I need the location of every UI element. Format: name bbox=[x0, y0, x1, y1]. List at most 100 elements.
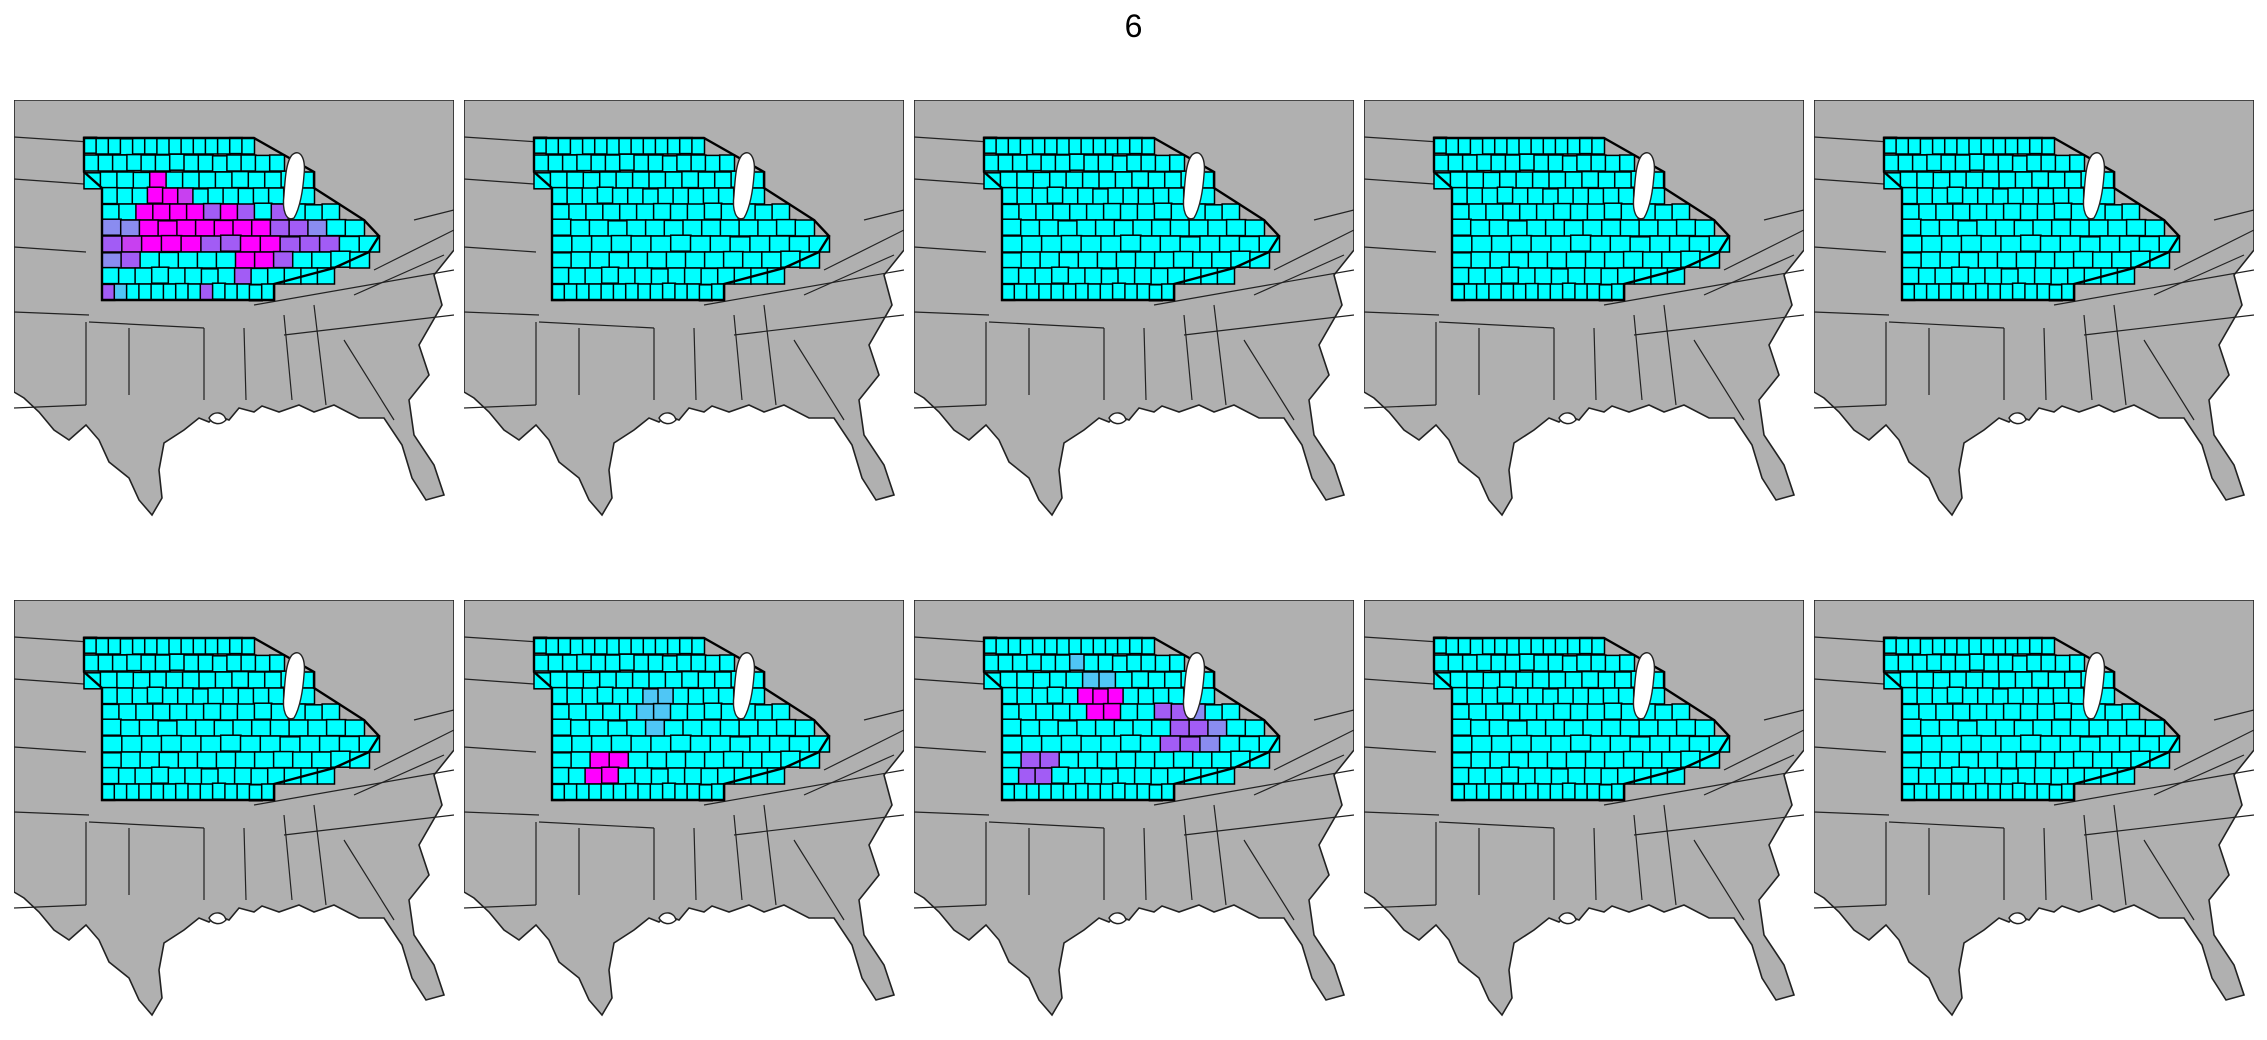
county-6-12 bbox=[338, 235, 361, 254]
county-0-13 bbox=[691, 137, 706, 155]
county-3-5 bbox=[626, 187, 645, 205]
county-1-10 bbox=[226, 654, 243, 672]
county-0-5 bbox=[1493, 637, 1509, 655]
county-6-0 bbox=[101, 735, 124, 753]
county-3-11 bbox=[1617, 187, 1635, 205]
county-5-7 bbox=[682, 219, 703, 237]
county-7-7 bbox=[234, 751, 256, 769]
county-3-6 bbox=[1092, 188, 1110, 206]
county-5-9 bbox=[2069, 719, 2091, 737]
county-9-0 bbox=[1001, 783, 1016, 802]
lake-michigan bbox=[1182, 652, 1206, 720]
county-8-4 bbox=[1067, 767, 1087, 785]
county-7-10 bbox=[1641, 251, 1664, 269]
county-2-6 bbox=[181, 171, 201, 189]
county-2-2 bbox=[1016, 671, 1035, 689]
county-7-1 bbox=[1020, 251, 1042, 269]
county-8-1 bbox=[567, 267, 587, 285]
state-border bbox=[914, 246, 987, 253]
county-6-9 bbox=[1179, 236, 1202, 254]
county-1-6 bbox=[1068, 153, 1086, 171]
county-9-8 bbox=[1549, 783, 1564, 801]
county-7-9 bbox=[1172, 250, 1194, 269]
county-4-12 bbox=[1654, 204, 1674, 222]
county-1-1 bbox=[97, 654, 114, 672]
county-0-9 bbox=[192, 137, 207, 155]
county-6-10 bbox=[749, 735, 771, 753]
county-0-13 bbox=[691, 637, 706, 655]
county-8-3 bbox=[150, 266, 170, 284]
county-0-7 bbox=[1068, 637, 1083, 655]
county-2-9 bbox=[681, 670, 700, 689]
county-3-1 bbox=[1916, 687, 1934, 705]
county-9-4 bbox=[1050, 283, 1065, 301]
county-9-13 bbox=[1160, 783, 1176, 801]
county-0-1 bbox=[995, 137, 1010, 155]
county-3-0 bbox=[1901, 686, 1919, 705]
county-5-0 bbox=[101, 718, 122, 736]
county-0-10 bbox=[654, 637, 669, 655]
county-0-7 bbox=[168, 137, 183, 155]
gulf-inlet bbox=[2008, 412, 2027, 425]
county-4-13 bbox=[771, 703, 791, 721]
county-2-7 bbox=[198, 671, 217, 689]
county-5-7 bbox=[2032, 719, 2053, 737]
county-8-4 bbox=[1517, 767, 1537, 785]
county-9-3 bbox=[1038, 283, 1053, 301]
county-3-11 bbox=[267, 687, 285, 705]
county-6-6 bbox=[669, 734, 692, 752]
county-1-9 bbox=[1561, 655, 1579, 673]
county-6-7 bbox=[239, 735, 262, 753]
county-0-2 bbox=[557, 637, 572, 655]
state-border bbox=[1438, 821, 1555, 829]
county-2-2 bbox=[116, 171, 135, 189]
county-5-4 bbox=[1976, 219, 1997, 237]
state-border bbox=[1814, 311, 1890, 316]
state-border bbox=[1183, 314, 1354, 336]
county-4-13 bbox=[771, 203, 791, 221]
county-7-2 bbox=[1939, 251, 1961, 269]
county-1-8 bbox=[197, 654, 214, 672]
county-8-1 bbox=[1467, 767, 1487, 785]
county-8-6 bbox=[200, 768, 220, 786]
county-2-11 bbox=[1163, 171, 1183, 189]
county-0-3 bbox=[1469, 638, 1484, 656]
county-5-10 bbox=[288, 719, 310, 737]
county-7-7 bbox=[234, 251, 256, 269]
county-3-3 bbox=[1046, 186, 1064, 204]
county-3-10 bbox=[1152, 687, 1170, 705]
panel-5-map bbox=[1814, 100, 2254, 517]
county-7-8 bbox=[1603, 751, 1625, 769]
county-5-9 bbox=[1169, 719, 1191, 737]
county-8-4 bbox=[1517, 267, 1537, 285]
county-2-11 bbox=[263, 671, 283, 689]
county-7-2 bbox=[1939, 751, 1961, 769]
county-0-2 bbox=[557, 137, 572, 155]
county-5-2 bbox=[138, 219, 160, 237]
county-3-0 bbox=[1001, 686, 1019, 705]
county-1-6 bbox=[1968, 153, 1986, 171]
state-border bbox=[14, 404, 87, 409]
county-0-0 bbox=[533, 636, 548, 654]
county-9-9 bbox=[1111, 782, 1127, 800]
state-border bbox=[2213, 209, 2254, 221]
county-0-6 bbox=[156, 137, 171, 156]
county-6-5 bbox=[1100, 235, 1122, 253]
county-2-8 bbox=[1114, 171, 1134, 189]
county-9-0 bbox=[1901, 283, 1916, 302]
county-9-11 bbox=[236, 783, 251, 801]
county-2-5 bbox=[165, 171, 184, 189]
county-4-8 bbox=[1136, 203, 1156, 221]
state-border bbox=[2153, 754, 2245, 796]
county-6-4 bbox=[1080, 735, 1103, 753]
county-5-8 bbox=[250, 219, 272, 237]
county-1-4 bbox=[140, 654, 157, 672]
county-4-3 bbox=[1952, 203, 1971, 221]
state-border bbox=[1364, 746, 1437, 753]
county-0-8 bbox=[1980, 137, 1995, 155]
county-5-13 bbox=[1244, 219, 1266, 237]
county-9-10 bbox=[674, 283, 689, 301]
county-9-1 bbox=[113, 783, 128, 801]
county-9-10 bbox=[1124, 283, 1139, 301]
